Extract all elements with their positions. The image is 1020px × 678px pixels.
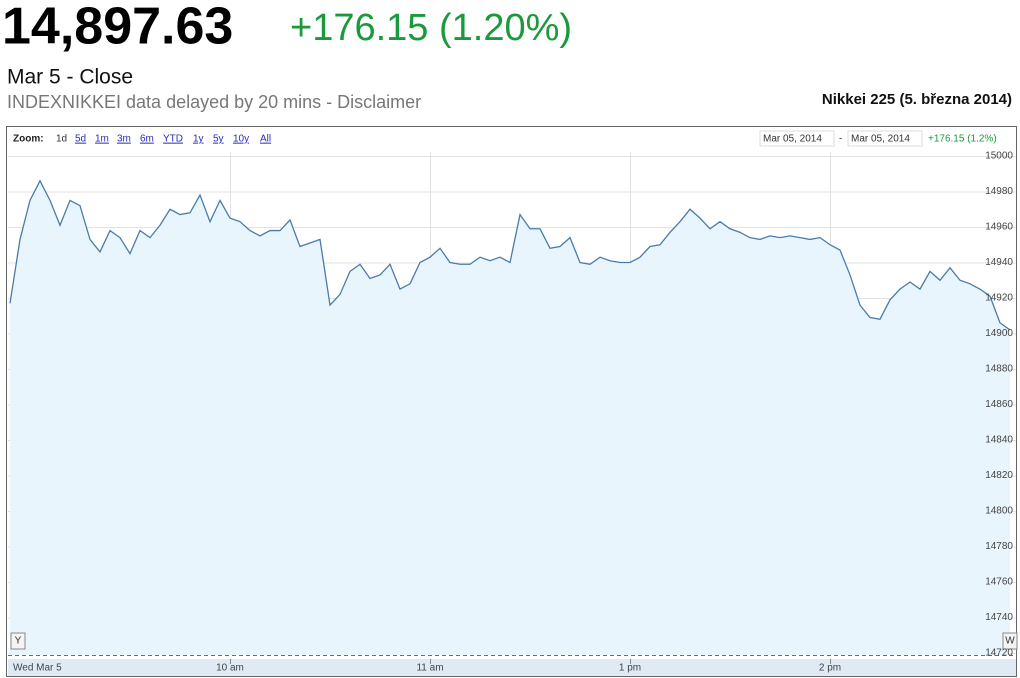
zoom-option[interactable]: All (260, 134, 271, 145)
zoom-option[interactable]: 1y (193, 134, 204, 145)
zoom-option[interactable]: 5d (75, 134, 86, 145)
range-to[interactable]: Mar 05, 2014 (851, 134, 910, 145)
y-tick-label: 14800 (985, 506, 1013, 517)
y-tick-label: 14940 (985, 257, 1013, 268)
date-label: Mar 5 - Close (7, 66, 133, 89)
range-separator: - (839, 134, 842, 145)
scroll-button[interactable] (10, 632, 26, 650)
y-tick-label: 14720 (985, 648, 1013, 659)
price: 14,897.63 (2, 0, 233, 56)
scroll-button-label[interactable]: Y (15, 636, 22, 647)
zoom-option[interactable]: 10y (233, 134, 249, 145)
zoom-option[interactable]: 1m (95, 134, 109, 145)
area (10, 180, 1010, 655)
y-tick-label: 14780 (985, 541, 1013, 552)
x-tick-label: 1 pm (619, 663, 641, 674)
y-tick-label: 14920 (985, 293, 1013, 304)
x-tick-label: Wed Mar 5 (13, 663, 62, 674)
scroll-button[interactable] (1002, 632, 1018, 650)
y-tick-label: 14740 (985, 612, 1013, 623)
date-box[interactable] (759, 130, 835, 147)
delay-note: INDEXNIKKEI data delayed by 20 mins - Di… (7, 92, 421, 112)
zoom-option[interactable]: 6m (140, 134, 154, 145)
zoom-option[interactable]: YTD (163, 134, 183, 145)
scroll-button-label[interactable]: W (1005, 636, 1015, 647)
y-tick-label: 14900 (985, 328, 1013, 339)
zoom-option[interactable]: 1d (56, 134, 67, 145)
zoom-label: Zoom: (13, 134, 44, 145)
y-tick-label: 15000 (985, 151, 1013, 162)
y-tick-label: 14980 (985, 186, 1013, 197)
y-tick-label: 14880 (985, 364, 1013, 375)
y-tick-label: 14820 (985, 470, 1013, 481)
x-tick-label: 11 am (416, 663, 443, 674)
price-change: +176.15 (1.20%) (290, 7, 572, 49)
y-tick-label: 14760 (985, 577, 1013, 588)
zoom-option[interactable]: 3m (117, 134, 131, 145)
chart-title: Nikkei 225 (5. března 2014) (822, 91, 1012, 108)
x-axis-band (8, 659, 1016, 676)
x-tick-label: 2 pm (819, 663, 841, 674)
chart-layer (8, 152, 1016, 655)
y-tick-label: 14860 (985, 399, 1013, 410)
zoom-option[interactable]: 5y (213, 134, 224, 145)
range-from[interactable]: Mar 05, 2014 (763, 134, 822, 145)
y-tick-label: 14840 (985, 435, 1013, 446)
date-box[interactable] (847, 130, 923, 147)
x-tick-label: 10 am (216, 663, 244, 674)
range-change: +176.15 (1.2%) (928, 134, 997, 145)
y-tick-label: 14960 (985, 222, 1013, 233)
line (9, 179, 1011, 331)
